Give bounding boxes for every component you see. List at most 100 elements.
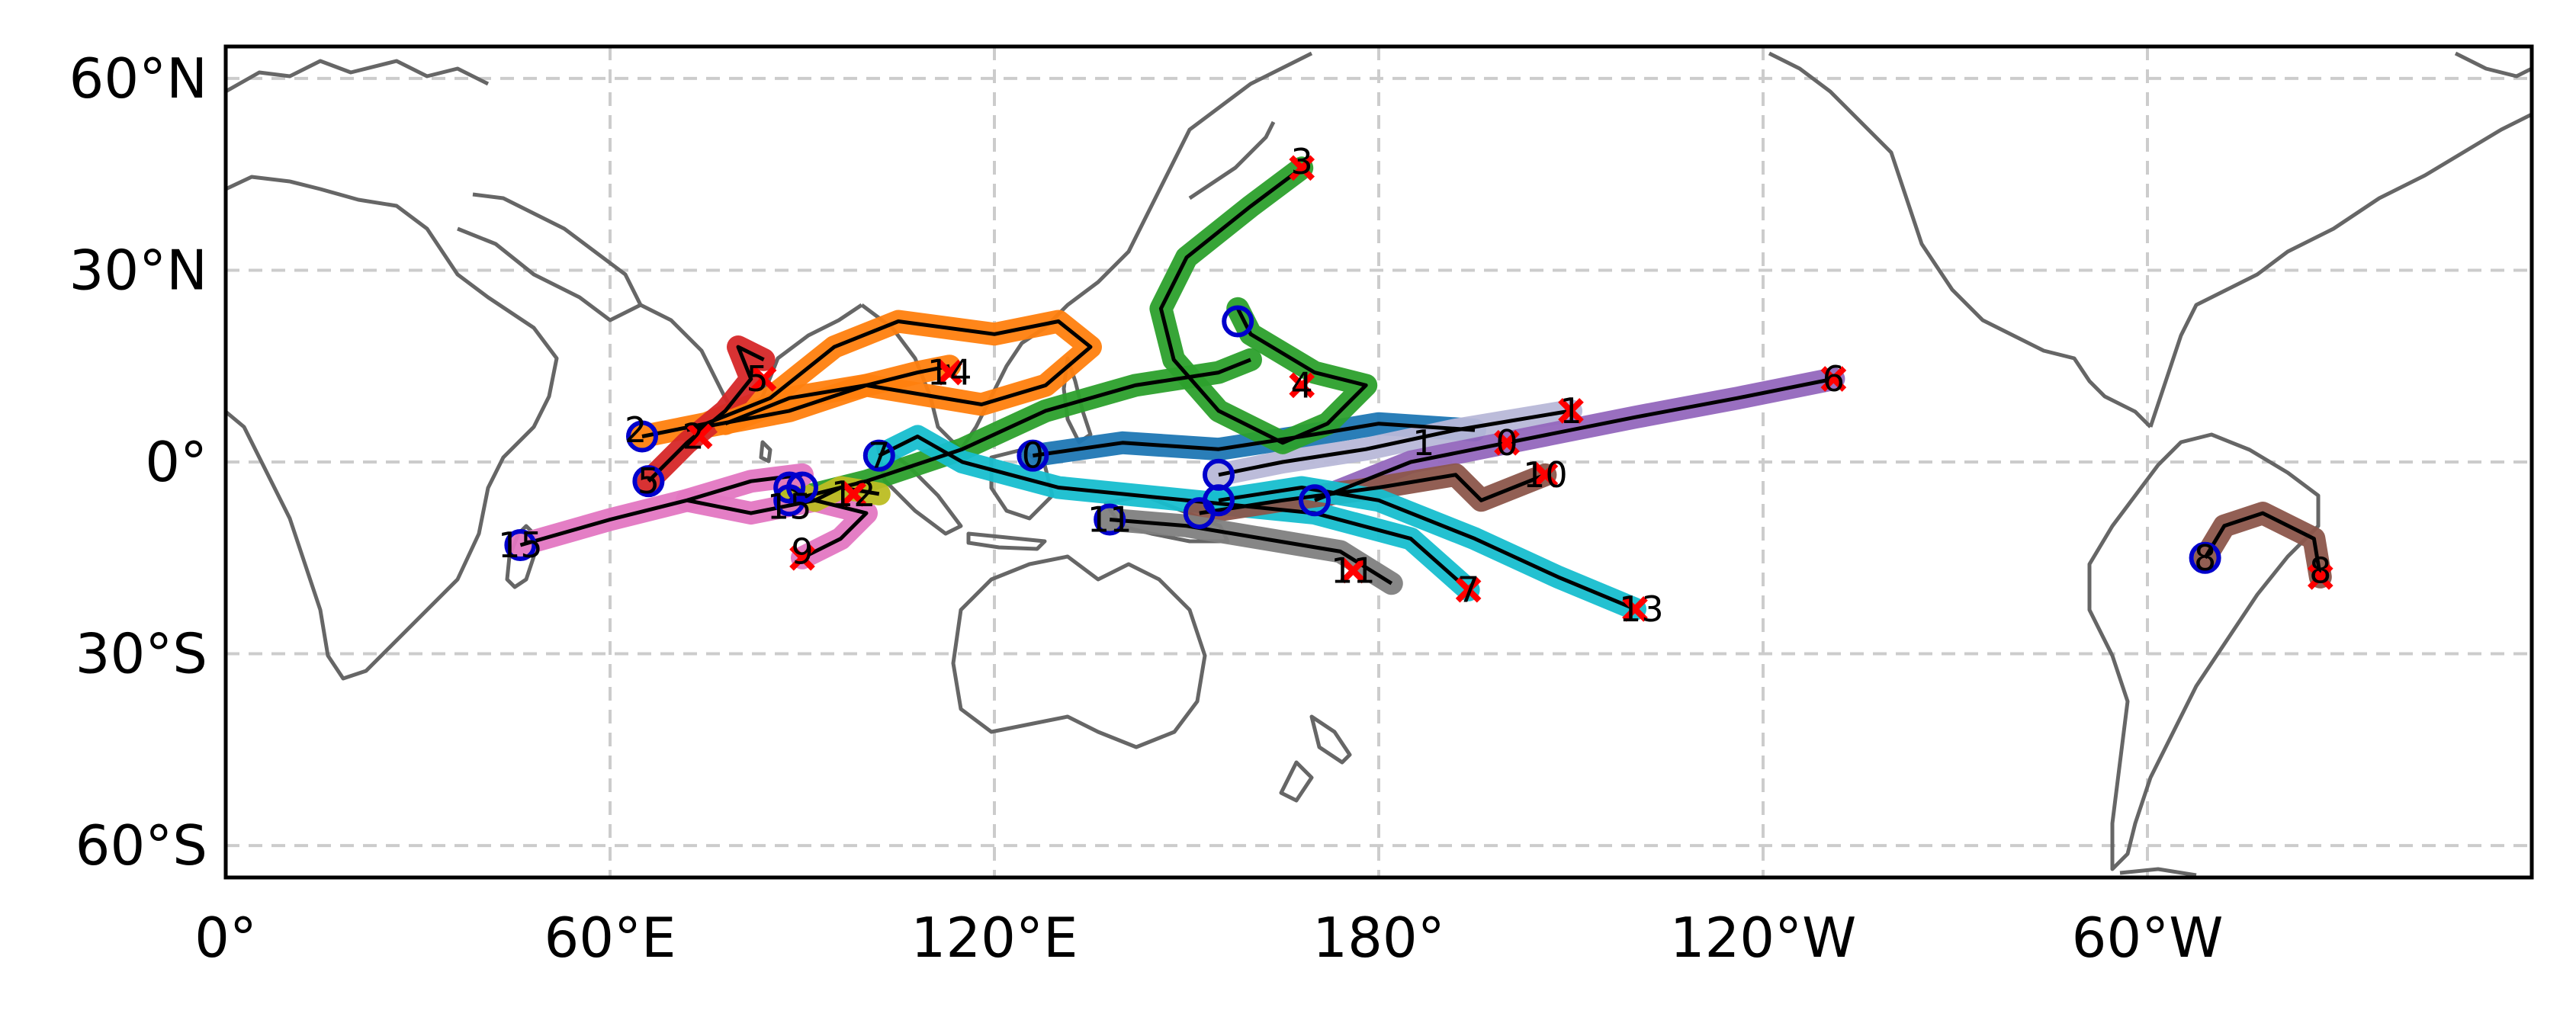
y-tick-label: 60°N — [69, 47, 207, 111]
track-label: 0 — [1022, 435, 1044, 476]
track-line-14 — [724, 364, 950, 426]
start-marker-7 — [862, 439, 895, 472]
end-marker-4 — [1289, 372, 1315, 399]
end-marker-stroke — [2307, 564, 2333, 590]
end-marker-stroke — [789, 544, 815, 571]
x-tick-label: 0° — [194, 906, 257, 970]
start-marker-15 — [504, 529, 537, 561]
x-tick-label: 180° — [1312, 906, 1444, 970]
end-marker-6 — [1820, 366, 1847, 392]
track-line-8 — [2203, 511, 2323, 578]
coastline-australia — [951, 554, 1207, 749]
track-label: 11 — [1087, 499, 1132, 540]
track-label: 8 — [2194, 537, 2216, 579]
track-label: 2 — [683, 415, 705, 457]
coastline-srilanka — [759, 440, 772, 464]
track-label: 2 — [625, 409, 647, 451]
track-label: 6 — [1823, 358, 1845, 399]
coastline-java — [966, 531, 1047, 551]
start-marker-11 — [1094, 503, 1126, 536]
x-tick-label: 60°E — [544, 906, 676, 970]
start-marker-8 — [2189, 541, 2221, 574]
end-marker-stroke — [1289, 372, 1315, 399]
end-marker-9 — [789, 544, 815, 571]
end-marker-7 — [1455, 576, 1482, 603]
start-marker-4 — [773, 484, 806, 517]
track-label: 1 — [1412, 422, 1434, 464]
map-frame — [223, 44, 2534, 880]
track-label: 7 — [868, 435, 890, 476]
end-marker-stroke — [1532, 461, 1559, 488]
end-marker-8 — [2307, 564, 2333, 590]
start-markers — [504, 305, 2221, 574]
track-line-9 — [686, 498, 869, 560]
track-line-13 — [1218, 486, 1636, 611]
start-marker-10 — [1183, 497, 1216, 530]
track-label: 15 — [498, 525, 543, 566]
coastline-antarctica — [2119, 867, 2197, 877]
track-line-6 — [1314, 377, 1834, 502]
track-label: 5 — [638, 460, 660, 502]
coastline-arabia — [457, 192, 643, 322]
coastline-africa — [226, 175, 559, 681]
end-marker-stroke — [1558, 398, 1584, 424]
x-tick-label: 120°E — [911, 906, 1078, 970]
track-line-10 — [1199, 473, 1547, 515]
end-marker-stroke — [840, 481, 867, 507]
storm-tracks — [509, 156, 2332, 621]
track-label: 8 — [2309, 550, 2331, 592]
y-tick-label: 30°N — [69, 238, 207, 302]
end-marker-stroke — [1820, 366, 1847, 392]
track-label: 10 — [1523, 454, 1568, 496]
end-marker-5 — [750, 366, 777, 392]
track-label: 5 — [747, 358, 769, 399]
end-marker-14 — [936, 359, 963, 386]
start-marker-6 — [1299, 484, 1331, 517]
coastline-europe — [226, 59, 490, 94]
end-marker-10 — [1532, 461, 1559, 488]
coastline-north-america-east — [2148, 112, 2532, 428]
track-line-7 — [878, 435, 1470, 592]
start-marker-2 — [626, 420, 658, 453]
x-tick-label: 60°W — [2072, 906, 2224, 970]
start-marker-0 — [1017, 439, 1049, 472]
start-marker-12 — [773, 471, 806, 504]
end-marker-stroke — [750, 366, 777, 392]
track-label: 9 — [791, 531, 813, 572]
track-line-1 — [1218, 409, 1572, 477]
end-marker-13 — [1622, 596, 1648, 622]
track-label: 0 — [1495, 422, 1518, 464]
track-label: 7 — [1457, 569, 1479, 611]
track-line-4 — [789, 358, 1251, 502]
start-marker-3 — [1222, 305, 1254, 338]
track-label: 13 — [1619, 589, 1664, 630]
end-marker-stroke — [1455, 576, 1482, 603]
coastline-south-america — [2087, 432, 2321, 871]
track-label: 1 — [1559, 390, 1582, 432]
track-label: 11 — [1331, 550, 1376, 592]
y-tick-labels: 60°N 30°N 0° 30°S 60°S — [69, 47, 207, 877]
coastline-north-america — [1768, 51, 2152, 428]
track-label: 3 — [1291, 141, 1313, 182]
y-tick-label: 30°S — [75, 622, 207, 686]
track-line-15 — [519, 473, 803, 547]
coastline-newzealand — [1279, 714, 1352, 803]
track-line-5 — [647, 345, 765, 483]
coastline-greenland — [2454, 51, 2532, 79]
end-marker-0 — [1494, 430, 1520, 456]
end-marker-2 — [686, 423, 713, 450]
track-label: 12 — [831, 473, 876, 515]
x-tick-labels: 0° 60°E 120°E 180° 120°W 60°W — [194, 906, 2223, 970]
track-label: 14 — [927, 352, 972, 393]
track-line-0 — [1033, 422, 1476, 458]
end-markers — [686, 155, 2333, 622]
end-marker-stroke — [1494, 430, 1520, 456]
track-label: 4 — [1291, 364, 1313, 406]
end-marker-3 — [1289, 155, 1315, 181]
coastline-japan — [1188, 120, 1276, 201]
end-marker-stroke — [1340, 557, 1367, 584]
track-line-3 — [1158, 166, 1368, 445]
track-label: 15 — [767, 486, 812, 528]
